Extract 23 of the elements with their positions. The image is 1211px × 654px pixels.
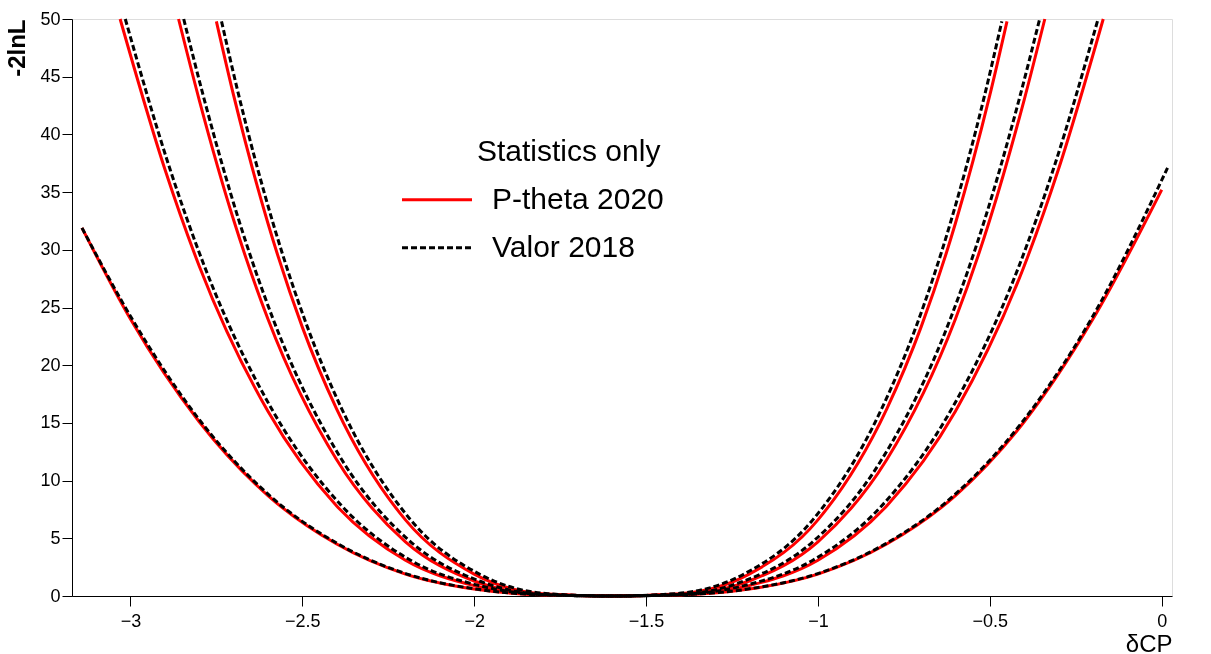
x-tick-label: −1 [808, 610, 829, 631]
x-tick-label: −3 [120, 610, 142, 631]
legend-title: Statistics only [477, 133, 661, 167]
x-axis-title: δCP [1125, 629, 1173, 654]
y-tick-label: 50 [40, 8, 61, 29]
y-tick-label: 45 [40, 66, 61, 87]
x-tick-label: −1.5 [628, 610, 665, 631]
y-tick-label: 25 [40, 297, 61, 317]
y-tick-label: 30 [40, 239, 61, 260]
legend-label: P-theta 2020 [492, 181, 664, 215]
y-tick-label: 10 [40, 470, 61, 491]
x-tick-label: 0 [1157, 610, 1168, 631]
legend-label: Valor 2018 [492, 229, 635, 263]
y-tick-label: 15 [40, 412, 61, 433]
y-tick-label: 35 [40, 181, 61, 202]
y-tick-label: 0 [50, 585, 61, 606]
x-tick-label: −0.5 [972, 610, 1009, 631]
y-tick-label: 5 [50, 527, 61, 548]
x-tick-label: −2.5 [285, 610, 321, 631]
y-tick-label: 20 [40, 354, 61, 375]
y-tick-label: 40 [40, 123, 61, 144]
y-axis-title: -2lnL [3, 19, 31, 77]
x-tick-label: −2 [464, 610, 485, 631]
